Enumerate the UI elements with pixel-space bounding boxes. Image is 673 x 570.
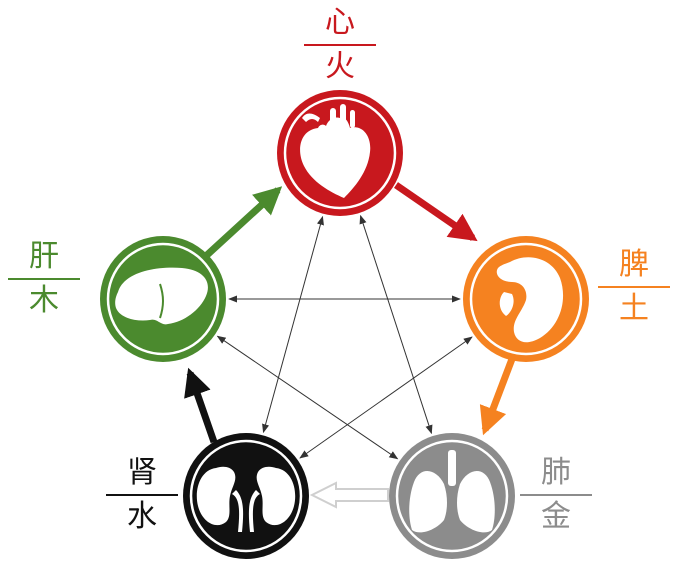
organ-heart-text: 心: [325, 5, 355, 40]
arrow-earth-to-metal: [479, 357, 516, 436]
organ-lung-text: 肺: [541, 455, 571, 490]
wood-node: [100, 236, 226, 362]
organ-liver-text: 肝: [29, 239, 59, 274]
lungs-icon: [409, 450, 495, 533]
arrow-metal-to-water: [309, 481, 389, 509]
organ-spleen-text: 脾: [619, 247, 649, 282]
water-label: 肾 水: [106, 455, 178, 534]
element-metal-text: 金: [541, 499, 571, 534]
arrow-water-to-wood: [184, 367, 218, 444]
liver-icon: [115, 267, 208, 325]
label-divider: [106, 494, 178, 496]
organ-kidney-text: 肾: [127, 455, 157, 490]
metal-node: [389, 433, 515, 559]
element-wood-text: 木: [29, 283, 59, 318]
line-fire-water: [262, 215, 324, 434]
fire-node: [277, 90, 403, 216]
label-divider: [520, 494, 592, 496]
element-earth-text: 土: [619, 291, 649, 326]
label-divider: [8, 278, 80, 280]
spleen-icon: [496, 257, 564, 343]
earth-node: [463, 236, 589, 362]
arrow-wood-to-fire: [204, 186, 283, 258]
element-fire-text: 火: [325, 49, 355, 84]
line-fire-metal: [359, 214, 433, 435]
generating-cycle-arrows: [184, 182, 516, 509]
metal-label: 肺 金: [520, 455, 592, 534]
wood-label: 肝 木: [8, 239, 80, 318]
line-wood-metal: [216, 335, 399, 460]
arrow-fire-to-earth: [394, 182, 478, 242]
label-divider: [304, 44, 376, 46]
controlling-cycle-lines: [216, 214, 473, 460]
kidneys-icon: [196, 466, 296, 532]
water-node: [183, 433, 309, 559]
fire-label: 心 火: [304, 5, 376, 84]
label-divider: [598, 286, 670, 288]
earth-label: 脾 土: [598, 247, 670, 326]
heart-icon: [300, 104, 371, 198]
element-water-text: 水: [127, 499, 157, 534]
